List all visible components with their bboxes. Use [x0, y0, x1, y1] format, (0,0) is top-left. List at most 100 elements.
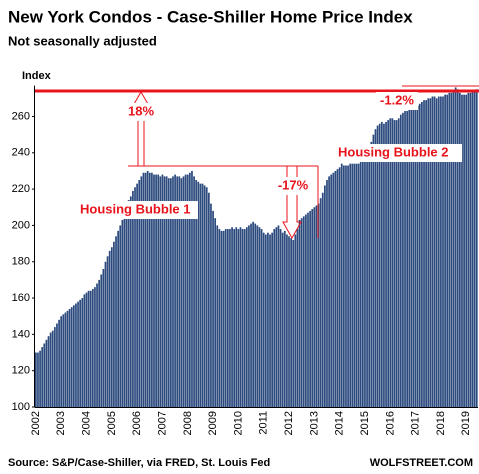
- bar: [129, 196, 132, 407]
- bar: [248, 225, 250, 407]
- bar: [412, 107, 415, 407]
- bar: [440, 96, 442, 407]
- bar: [391, 118, 394, 408]
- bar: [110, 247, 113, 407]
- bar: [267, 232, 269, 407]
- bar: [161, 174, 164, 407]
- bar: [357, 163, 360, 407]
- bar: [345, 165, 347, 407]
- bar: [83, 294, 86, 407]
- bar: [191, 170, 193, 407]
- bar: [437, 96, 440, 407]
- bar: [431, 96, 434, 407]
- bar: [180, 178, 183, 407]
- bar: [342, 165, 345, 407]
- bar: [75, 303, 77, 407]
- bar: [273, 229, 276, 407]
- bar: [334, 170, 337, 407]
- bar: [163, 176, 166, 407]
- bar: [349, 163, 352, 407]
- bar: [151, 172, 153, 407]
- bar: [146, 170, 149, 407]
- bar: [336, 169, 339, 407]
- bar: [361, 160, 364, 407]
- y-tick-label: 160: [12, 292, 30, 304]
- bar: [351, 163, 354, 407]
- bar: [364, 158, 366, 407]
- bar: [433, 96, 436, 407]
- bar: [134, 187, 136, 407]
- x-tick-label: 2018: [435, 411, 447, 435]
- bar: [100, 274, 103, 407]
- bar: [393, 120, 396, 408]
- bar: [397, 118, 400, 408]
- bar: [258, 227, 261, 407]
- x-tick-label: 2017: [410, 411, 422, 435]
- bar: [58, 319, 60, 407]
- y-tick-label: 200: [12, 219, 30, 231]
- bar: [239, 227, 242, 407]
- x-tick-label: 2011: [258, 411, 270, 435]
- chart-title: New York Condos - Case-Shiller Home Pric…: [8, 7, 413, 26]
- bar: [368, 147, 371, 407]
- bar: [250, 223, 252, 407]
- y-axis-label: Index: [22, 70, 52, 82]
- bar: [62, 314, 65, 407]
- bar: [123, 212, 126, 407]
- bar: [317, 203, 320, 407]
- bar: [374, 129, 377, 407]
- bar: [271, 232, 273, 407]
- bar: [307, 212, 309, 407]
- bar: [435, 98, 438, 408]
- bar: [203, 185, 206, 407]
- bar: [340, 163, 343, 407]
- x-tick-label: 2014: [334, 411, 346, 435]
- bar: [226, 229, 229, 407]
- bar: [195, 180, 198, 407]
- bar: [102, 268, 105, 407]
- bar: [383, 123, 385, 407]
- label-box: [124, 103, 158, 121]
- bar: [138, 180, 141, 407]
- bars: [35, 87, 478, 408]
- bar: [216, 225, 219, 407]
- bar: [330, 174, 333, 407]
- bar: [79, 299, 82, 407]
- bar: [39, 350, 41, 407]
- bar: [338, 167, 341, 407]
- bar: [410, 107, 413, 407]
- bar: [286, 234, 288, 407]
- bar: [376, 125, 379, 407]
- bar: [414, 105, 417, 408]
- bar: [427, 98, 430, 408]
- bar: [442, 96, 444, 407]
- bar: [469, 92, 472, 407]
- bar: [159, 176, 162, 407]
- y-tick-label: 100: [12, 401, 30, 413]
- bar: [328, 176, 330, 407]
- bar: [207, 192, 210, 407]
- bar: [252, 221, 255, 407]
- bar: [294, 234, 297, 407]
- y-tick-label: 220: [12, 183, 30, 195]
- credit: WOLFSTREET.COM: [370, 457, 473, 469]
- bar: [404, 111, 406, 407]
- y-tick-label: 120: [12, 365, 30, 377]
- bar: [385, 121, 387, 407]
- bar: [182, 176, 185, 407]
- bar: [117, 230, 120, 407]
- bar: [298, 219, 301, 407]
- x-tick-label: 2002: [30, 411, 42, 435]
- bar: [277, 225, 280, 407]
- bar: [53, 327, 56, 407]
- annotation: -17%: [278, 177, 309, 192]
- annotation: 18%: [128, 103, 154, 118]
- bar: [395, 120, 398, 408]
- bar: [188, 172, 191, 407]
- x-tick-label: 2010: [232, 411, 244, 435]
- bar: [220, 230, 223, 407]
- bar: [387, 120, 390, 408]
- bar: [355, 163, 358, 407]
- bar: [319, 198, 322, 407]
